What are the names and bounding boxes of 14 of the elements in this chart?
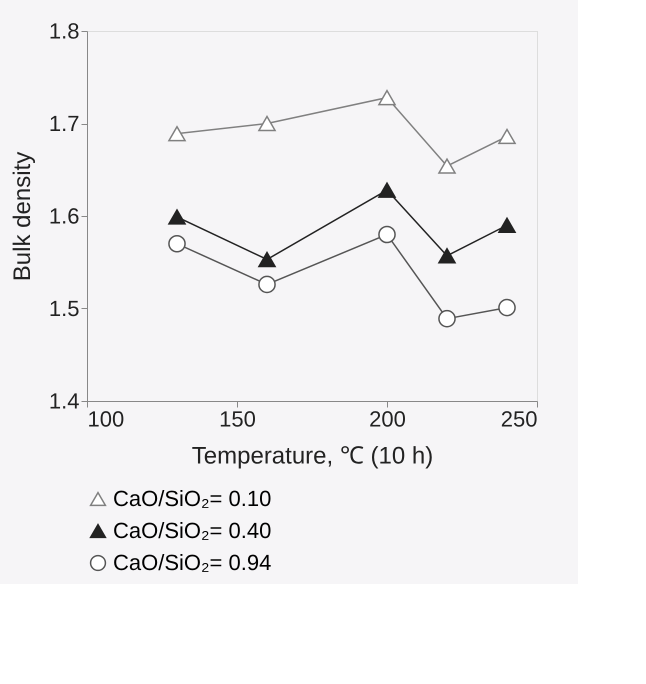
y-tick-label: 1.8 bbox=[48, 18, 80, 44]
y-tick-label: 1.7 bbox=[48, 111, 80, 136]
x-tick-label: 150 bbox=[219, 406, 256, 432]
y-tick-label: 1.4 bbox=[48, 388, 80, 414]
y-tick-label: 1.6 bbox=[48, 204, 80, 228]
legend-label: CaO/SiO₂= 0.94 bbox=[113, 550, 272, 575]
x-tick-label: 100 bbox=[88, 406, 124, 432]
y-axis-title: Bulk density bbox=[8, 152, 36, 282]
y-tick-label: 1.5 bbox=[48, 296, 80, 321]
legend-label: CaO/SiO₂= 0.10 bbox=[113, 486, 272, 511]
x-tick-label: 200 bbox=[369, 406, 406, 432]
x-tick-label: 250 bbox=[500, 406, 538, 432]
x-axis-title: Temperature, ℃ (10 h) bbox=[192, 442, 434, 470]
legend-label: CaO/SiO₂= 0.40 bbox=[113, 518, 272, 543]
